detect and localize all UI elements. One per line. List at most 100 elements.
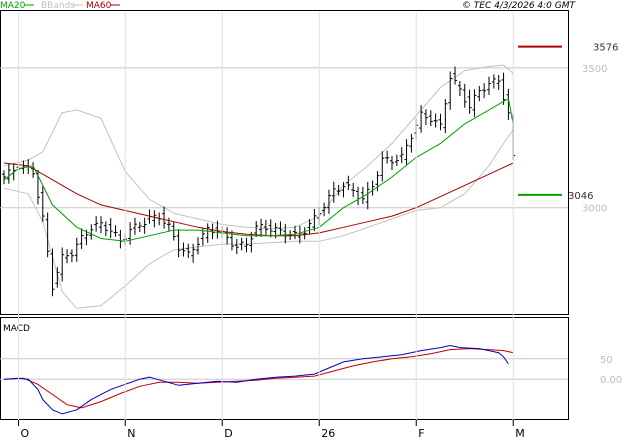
ohlc-bar (307, 219, 312, 235)
ohlc-bar (423, 109, 428, 125)
x-tick-label-F: F (418, 427, 424, 440)
ohlc-bar (331, 181, 336, 203)
macd-line (3, 344, 509, 415)
macd-panel: MACD 0.00 50 (0, 317, 622, 420)
ohlc-bar (196, 237, 200, 255)
macd-signal-line (3, 348, 514, 409)
ohlc-bar (55, 267, 60, 288)
ohlc-bar (132, 217, 137, 235)
ohlc-bar (181, 242, 186, 257)
x-tick-label-M: M (515, 427, 525, 440)
ohlc-bar (74, 237, 79, 262)
ohlc-bar (487, 76, 491, 95)
ohlc-bar (225, 227, 230, 245)
ohlc-bar (302, 227, 307, 240)
ohlc-bar (351, 182, 356, 198)
ohlc-bar (409, 133, 414, 153)
ohlc-bar (137, 221, 142, 233)
legend-ma20-label: MA20 (0, 1, 26, 11)
ohlc-bar (443, 99, 448, 134)
x-axis: O N D 26 F M (18, 12, 525, 440)
ohlc-bar (293, 225, 297, 240)
ohlc-bar (50, 248, 55, 297)
ohlc-bar (162, 206, 167, 229)
ohlc-bar (40, 186, 45, 222)
ohlc-bar (268, 219, 273, 238)
price-grid (0, 67, 568, 209)
x-tick-label-N: N (127, 427, 135, 440)
ohlc-bar (176, 229, 181, 258)
x-tick-label-O: O (21, 427, 30, 440)
ohlc-bar (108, 218, 113, 239)
macd-y-tick-50: 50 (600, 355, 613, 366)
chart-title: © TEC 4/3/2026 4:0 GMT (462, 1, 577, 11)
ohlc-bar (6, 163, 11, 184)
ohlc-bar (69, 249, 74, 263)
ohlc-bar (278, 221, 283, 235)
ohlc-bar (205, 223, 210, 243)
ohlc-bar (99, 216, 103, 234)
ohlc-bar (186, 243, 191, 259)
ohlc-bar (462, 83, 467, 108)
macd-y-tick-0.00: 0.00 (600, 375, 622, 386)
ma20-line (3, 97, 514, 242)
ohlc-bar (336, 184, 341, 196)
ohlc-bar (385, 150, 390, 164)
reference-levels: 3576 3046 (518, 43, 618, 202)
ohlc-bar (103, 221, 108, 237)
x-tick-label-D: D (224, 427, 232, 440)
ohlc-bar (370, 180, 375, 196)
ohlc-bar (341, 182, 346, 198)
ohlc-bar (89, 224, 94, 240)
ohlc-bar (394, 154, 399, 166)
reference-label-3046: 3046 (568, 191, 593, 202)
ohlc-bar (94, 216, 99, 232)
ohlc-bar (482, 83, 487, 99)
macd-title: MACD (3, 324, 30, 334)
ohlc-bars (2, 66, 516, 297)
ohlc-bar (171, 222, 176, 241)
ohlc-bar (404, 139, 409, 165)
ohlc-bar (390, 156, 394, 170)
ohlc-bar (380, 151, 385, 182)
ohlc-bar (113, 225, 118, 237)
ohlc-bar (428, 110, 433, 127)
ohlc-bar (142, 217, 147, 234)
price-y-tick-3000: 3000 (582, 204, 607, 215)
moving-averages (3, 97, 514, 242)
ohlc-bar (477, 85, 482, 102)
ohlc-bar (283, 224, 288, 244)
ohlc-bar (472, 89, 477, 117)
ohlc-bar (496, 74, 501, 90)
ohlc-bar (191, 243, 196, 263)
bb-lower-line (3, 129, 514, 309)
legend-bbands-label: BBands (41, 1, 75, 11)
ohlc-bar (312, 209, 317, 232)
ohlc-bar (453, 66, 458, 85)
reference-label-3576: 3576 (593, 43, 618, 54)
ohlc-bar (45, 212, 50, 258)
ohlc-bar (501, 72, 506, 105)
ohlc-bar (259, 218, 264, 237)
legend-ma60-label: MA60 (86, 1, 112, 11)
ohlc-bar (438, 113, 443, 131)
ohlc-bar (419, 105, 424, 133)
ohlc-bar (79, 228, 84, 249)
price-y-ticks: 3500 3000 (582, 64, 607, 215)
ohlc-bar (506, 88, 511, 121)
price-panel: 3500 3000 3576 3046 (0, 10, 618, 315)
ohlc-bar (263, 219, 268, 235)
ohlc-bar (356, 186, 361, 206)
ohlc-bar (234, 238, 239, 255)
macd-lines (3, 344, 514, 415)
ohlc-bar (65, 249, 70, 264)
ohlc-bar (365, 181, 370, 210)
ohlc-bar (2, 170, 6, 185)
ohlc-bar (152, 210, 157, 228)
ohlc-bar (433, 113, 438, 128)
ohlc-bar (118, 229, 123, 249)
ohlc-bar (399, 147, 404, 164)
ohlc-bar (467, 89, 472, 114)
bb-upper-line (3, 64, 514, 230)
